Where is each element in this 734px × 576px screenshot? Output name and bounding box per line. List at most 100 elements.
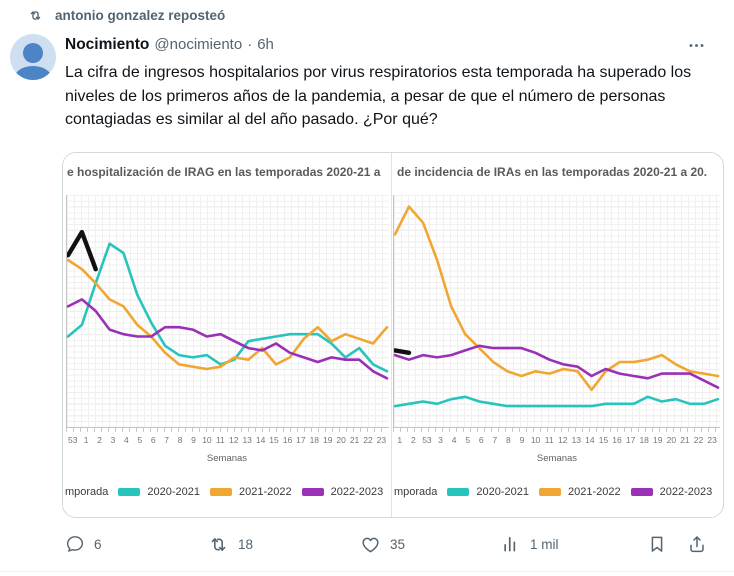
legend-title: mporada	[394, 486, 438, 498]
x-tick-label: 21	[349, 435, 360, 445]
x-tick-label: 21	[680, 435, 690, 445]
x-tick-labels: 1 2 53 3 4 5 6 7 8 9 10 11 12 13 14 15 16 17 18 19 20 21 22 23	[393, 435, 719, 445]
legend-swatch	[630, 488, 653, 496]
analytics-bars-icon	[504, 536, 516, 552]
repost-header: antonio gonzalez reposteó	[28, 8, 225, 23]
legend-items: 2020-2021 2021-2022 2022-2023	[447, 486, 722, 498]
avatar-shoulders-silhouette	[15, 66, 51, 80]
x-tick-label: 19	[322, 435, 333, 445]
legend-item: 2022-2023	[630, 486, 713, 498]
x-tick-label: 2	[411, 435, 416, 445]
x-tick-label: 20	[666, 435, 677, 445]
x-tick-label: 1	[397, 435, 403, 445]
x-tick-label: 13	[571, 435, 582, 445]
legend-item: 2022-2023	[301, 486, 384, 498]
bookmark-button[interactable]	[647, 534, 667, 554]
chart-lines	[394, 205, 720, 408]
x-tick-label: 6	[150, 435, 156, 445]
x-tick-label: 15	[598, 435, 609, 445]
share-button[interactable]	[687, 534, 707, 554]
x-tick-label: 1	[83, 435, 89, 445]
tweet-header: Nocimiento @nocimiento · 6h	[65, 36, 675, 54]
bookmark-icon	[651, 536, 663, 552]
engagement-bar: 6 18 35 1 mil	[63, 534, 723, 560]
x-tick-label: 8	[177, 435, 183, 445]
chart-legend: mporada 2020-2021 2021-2022 2022-2023	[394, 486, 722, 498]
chart-lines	[67, 229, 389, 380]
chart-panel-hospitalizacion: e hospitalización de IRAG en las tempora…	[63, 153, 391, 517]
x-tick-label: 7	[492, 435, 498, 445]
x-tick-label: 18	[639, 435, 649, 445]
x-axis-ticks	[393, 428, 719, 432]
chart-title: e hospitalización de IRAG en las tempora…	[67, 165, 381, 179]
chart-panel-incidencia: de incidencia de IRAs en las temporadas …	[391, 153, 722, 517]
heart-icon	[362, 537, 379, 553]
like-button[interactable]: 35	[360, 534, 405, 555]
reply-icon	[66, 536, 84, 552]
x-tick-label: 11	[215, 435, 225, 445]
share-icon	[690, 536, 704, 553]
x-tick-label: 23	[707, 435, 717, 445]
x-tick-label: 16	[612, 435, 622, 445]
repost-icon	[211, 538, 226, 551]
chart-plot-area	[393, 195, 720, 428]
ellipsis-icon	[689, 43, 703, 47]
legend-item: 2021-2022	[539, 486, 621, 498]
chart-legend: mporada 2020-2021 2021-2022 2022-2023	[65, 486, 391, 498]
x-tick-label: 18	[309, 435, 320, 445]
legend-swatch	[210, 488, 233, 496]
legend-item: 2021-2022	[210, 486, 292, 498]
like-count: 35	[390, 537, 406, 552]
legend-swatch	[447, 488, 470, 496]
more-options-button[interactable]	[683, 34, 709, 56]
x-tick-label: 17	[296, 435, 306, 445]
x-axis-title: Semanas	[536, 453, 578, 464]
x-tick-label: 53	[422, 435, 432, 445]
x-tick-label: 12	[229, 435, 239, 445]
x-tick-label: 17	[625, 435, 636, 445]
x-tick-label: 5	[137, 435, 143, 445]
x-tick-labels: 53 1 2 3 4 5 6 7 8 9 10 11 12 13 14 15 16 17 18 19 20 21 22 23	[66, 435, 388, 445]
x-tick-label: 3	[438, 435, 443, 445]
tweet-media-image[interactable]: e hospitalización de IRAG en las tempora…	[62, 152, 724, 518]
repost-count: 18	[238, 537, 254, 552]
legend-title: mporada	[65, 486, 109, 498]
reply-button[interactable]: 6	[65, 534, 102, 554]
views-button[interactable]: 1 mil	[501, 534, 559, 554]
x-tick-label: 6	[478, 435, 484, 445]
x-tick-label: 5	[465, 435, 471, 445]
x-tick-label: 10	[202, 435, 212, 445]
x-tick-label: 15	[269, 435, 279, 445]
legend-items: 2020-2021 2021-2022 2022-2023	[118, 486, 391, 498]
reply-count: 6	[94, 536, 102, 552]
legend-label: 2022-2023	[330, 486, 384, 498]
x-axis-title: Semanas	[206, 453, 248, 464]
repost-button[interactable]: 18	[208, 534, 253, 555]
x-tick-label: 8	[506, 435, 511, 445]
chart-plot-area	[66, 195, 389, 428]
legend-swatch	[301, 488, 324, 496]
avatar[interactable]	[10, 34, 56, 80]
legend-label: 2020-2021	[147, 486, 201, 498]
x-tick-label: 13	[242, 435, 252, 445]
repost-text[interactable]: antonio gonzalez reposteó	[55, 8, 226, 23]
x-axis-ticks	[66, 428, 388, 432]
legend-label: 2022-2023	[659, 486, 713, 498]
x-tick-label: 22	[693, 435, 704, 445]
x-tick-label: 9	[519, 435, 525, 445]
legend-item: 2020-2021	[118, 486, 200, 498]
display-name[interactable]: Nocimiento	[65, 36, 150, 53]
x-tick-label: 4	[451, 435, 457, 445]
x-tick-label: 10	[530, 435, 541, 445]
x-tick-label: 11	[544, 435, 554, 445]
legend-item: 2020-2021	[447, 486, 529, 498]
x-tick-label: 19	[653, 435, 663, 445]
user-handle[interactable]: @nocimiento	[154, 36, 243, 53]
separator-dot: ·	[247, 36, 253, 53]
chart-title: de incidencia de IRAs en las temporadas …	[397, 165, 708, 179]
legend-label: 2021-2022	[568, 486, 621, 498]
avatar-head-silhouette	[23, 43, 43, 63]
views-count: 1 mil	[530, 536, 559, 552]
legend-label: 2020-2021	[476, 486, 530, 498]
timestamp[interactable]: 6h	[257, 36, 274, 53]
